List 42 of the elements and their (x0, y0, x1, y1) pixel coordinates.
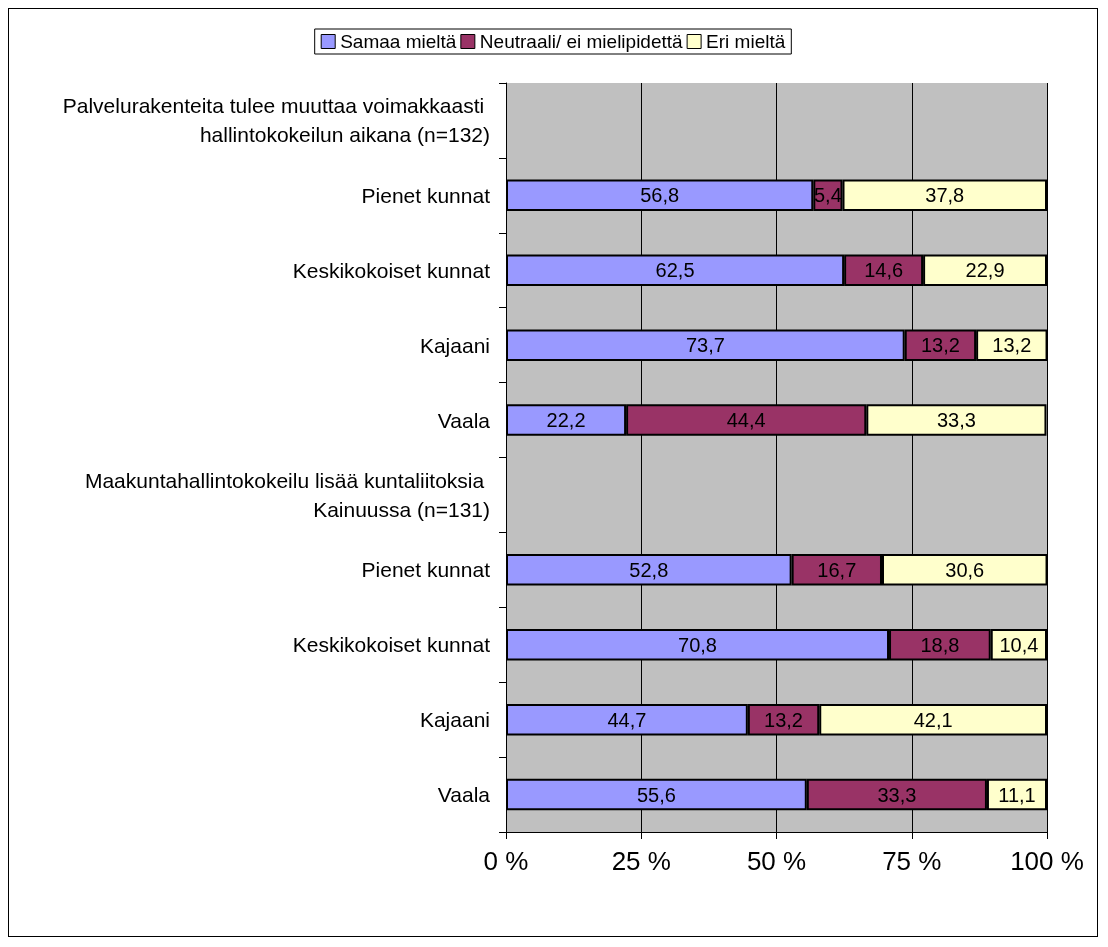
x-tick-label: 100 % (1010, 846, 1084, 876)
x-tick-label: 75 % (882, 846, 942, 876)
data-label: 16,7 (817, 558, 857, 581)
data-label: 33,3 (877, 783, 917, 806)
data-label: 42,1 (913, 708, 953, 731)
data-label: 52,8 (629, 558, 669, 581)
data-label: 44,7 (607, 708, 647, 731)
y-tick-label: Pienet kunnat (361, 558, 491, 582)
y-tick-label: Pienet kunnat (361, 183, 491, 207)
data-label: 55,6 (636, 783, 676, 806)
data-label: 62,5 (655, 259, 695, 282)
y-tick-label: Vaala (437, 408, 491, 432)
legend-label: Samaa mieltä (340, 31, 457, 52)
y-tick-label: Keskikokoiset kunnat (292, 258, 491, 282)
data-label: 10,4 (999, 633, 1039, 656)
y-tick-label: Kajaani (419, 333, 490, 357)
data-label: 37,8 (925, 184, 965, 207)
x-tick-label: 0 % (483, 846, 529, 876)
data-label: 14,6 (864, 259, 904, 282)
data-label: 13,2 (920, 334, 960, 357)
data-label: 22,9 (965, 259, 1005, 282)
legend-label: Eri mieltä (706, 31, 786, 52)
y-tick-label: Keskikokoiset kunnat (292, 633, 491, 657)
data-label: 22,2 (546, 409, 586, 432)
y-tick-label: Vaala (437, 783, 491, 807)
data-label: 13,2 (992, 334, 1032, 357)
data-label: 11,1 (998, 783, 1036, 806)
data-label: 30,6 (945, 558, 985, 581)
data-label: 70,8 (678, 633, 717, 656)
data-label: 33,3 (936, 409, 976, 432)
legend-label: Neutraali/ ei mielipidettä (479, 31, 684, 52)
data-label: 13,2 (764, 708, 803, 731)
data-label: 18,8 (920, 633, 960, 656)
y-tick-label: Palvelurakenteita tulee muuttaa voimakkaasti hallintokokeilun aikana (n=132) (62, 94, 490, 147)
y-tick-label: Maakuntahallintokokeilu lisää kuntaliitoksia Kainuussa (n=131) (84, 468, 490, 521)
x-tick-label: 25 % (611, 846, 671, 876)
data-label: 73,7 (685, 334, 725, 357)
data-label: 5,4 (813, 184, 842, 207)
x-tick-label: 50 % (746, 846, 807, 876)
data-label: 44,4 (726, 409, 766, 432)
y-tick-label: Kajaani (419, 708, 490, 732)
data-label: 56,8 (640, 184, 680, 207)
